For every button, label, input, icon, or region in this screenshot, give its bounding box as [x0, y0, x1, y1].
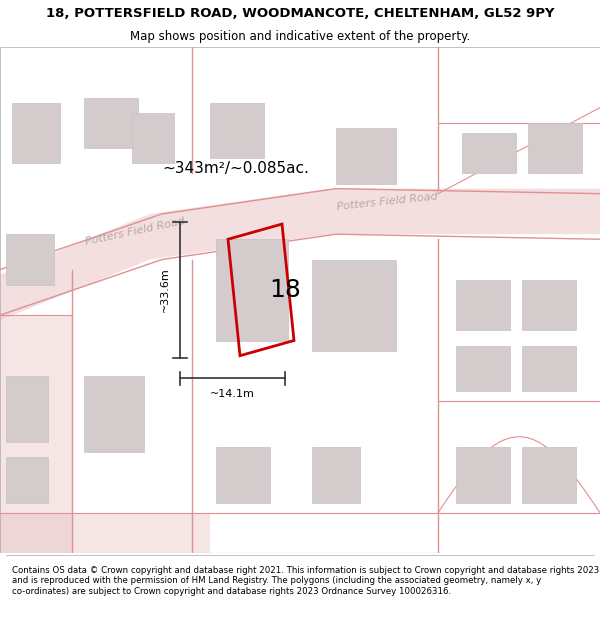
Bar [456, 280, 510, 331]
Bar [216, 447, 270, 503]
Bar [6, 234, 54, 285]
Text: ~33.6m: ~33.6m [160, 268, 170, 312]
Bar [312, 447, 360, 503]
Bar [336, 128, 396, 184]
Text: ~14.1m: ~14.1m [210, 389, 255, 399]
Bar [6, 376, 48, 442]
Bar [12, 102, 60, 163]
Bar [312, 259, 396, 351]
Bar [522, 280, 576, 331]
Bar [456, 447, 510, 503]
Bar [462, 133, 516, 173]
Bar [84, 376, 144, 452]
Text: Potters Field Road: Potters Field Road [336, 191, 438, 212]
Text: Potters Field Road: Potters Field Road [84, 216, 185, 247]
Text: 18: 18 [269, 278, 301, 302]
Bar [6, 457, 48, 503]
Bar [210, 102, 264, 158]
Bar [522, 346, 576, 391]
Text: 18, POTTERSFIELD ROAD, WOODMANCOTE, CHELTENHAM, GL52 9PY: 18, POTTERSFIELD ROAD, WOODMANCOTE, CHEL… [46, 7, 554, 19]
Bar [528, 122, 582, 173]
Text: Map shows position and indicative extent of the property.: Map shows position and indicative extent… [130, 30, 470, 43]
Text: Contains OS data © Crown copyright and database right 2021. This information is : Contains OS data © Crown copyright and d… [12, 566, 599, 596]
Bar [456, 346, 510, 391]
Polygon shape [0, 189, 600, 320]
Bar [132, 112, 174, 163]
Bar [84, 98, 138, 148]
Bar [216, 239, 288, 341]
Bar [522, 447, 576, 503]
Polygon shape [0, 315, 72, 553]
Text: ~343m²/~0.085ac.: ~343m²/~0.085ac. [162, 161, 309, 176]
Polygon shape [0, 512, 210, 553]
